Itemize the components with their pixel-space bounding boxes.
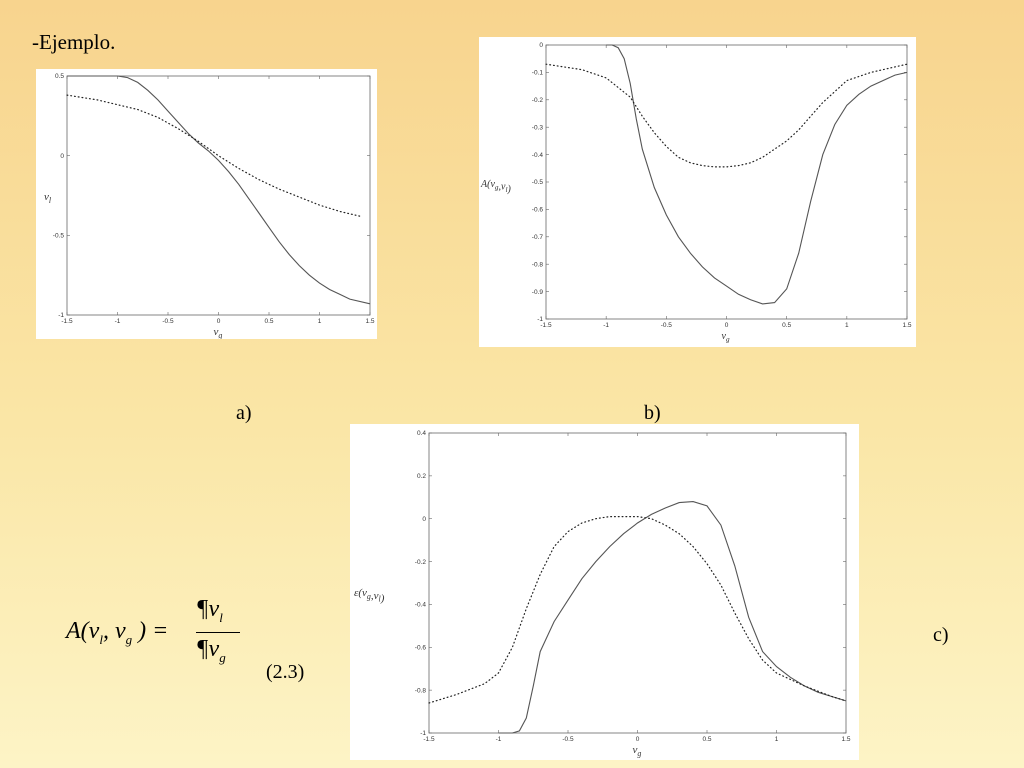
chart-panel-b: -1.5 -1 -0.5 0 0.5 1 1.5 0 -0.1 -0.2 -0.3 -0.4 -0.5-… [479, 37, 916, 347]
series-dotted-line [545, 63, 908, 168]
y-tick-label: 0 [539, 42, 543, 49]
y-tick-label: -0.2 [532, 97, 544, 104]
y-tick-label: -1 [420, 730, 426, 737]
chart-panel-c: -1.5 -1 -0.5 0 0.5 1 1.5 0.4 0.2 0 -0.2 -0.4 -0.6 -0.… [350, 424, 859, 760]
x-tick-label: 1.5 [841, 736, 850, 743]
y-tick-label: 0.4 [417, 430, 426, 437]
formula-2-3: A(vl, vg ) = ¶vl ¶vg [66, 596, 266, 686]
x-tick-label: 1.5 [902, 322, 911, 329]
series-solid-line [67, 75, 371, 305]
plot-frame [66, 75, 371, 316]
series-dotted-line [428, 515, 847, 704]
x-tick-label: -0.5 [661, 322, 673, 329]
y-tick-label: -0.3 [532, 124, 544, 131]
y-tick-label: -0.4 [532, 152, 544, 159]
chart-b: -1.5 -1 -0.5 0 0.5 1 1.50-0.1-0.2-0.3-0.4-0.5-… [480, 42, 912, 344]
series-solid-line [606, 44, 908, 305]
panel-label-a: a) [236, 402, 252, 424]
series-solid-line [498, 501, 847, 734]
x-tick-label: 0 [636, 736, 640, 743]
formula-denominator: ¶vg [196, 636, 226, 665]
formula-lhs: A(vl, vg ) = [66, 618, 169, 647]
equation-number: (2.3) [266, 661, 305, 683]
formula-numerator: ¶vl [196, 596, 223, 625]
y-tick-label: -0.6 [415, 644, 427, 651]
x-tick-label: 1 [318, 318, 322, 325]
x-tick-label: -0.5 [162, 318, 174, 325]
x-axis-label: vg [633, 744, 642, 758]
fraction-bar [196, 632, 240, 633]
x-tick-label: 1.5 [365, 318, 374, 325]
x-tick-label: 0.5 [702, 736, 711, 743]
x-tick-label: -1.5 [61, 318, 73, 325]
chart-c: -1.5 -1 -0.5 0 0.5 1 1.50.40.20-0.2-0.4-0.6-0.… [354, 430, 851, 758]
plot-frame [428, 432, 847, 734]
slide-title: -Ejemplo. [32, 30, 116, 54]
y-tick-label: -0.6 [532, 207, 544, 214]
x-axis-label: vg [214, 326, 223, 339]
y-axis-label: A(vg,vl) [480, 179, 511, 195]
y-axis-label: vl [44, 191, 52, 205]
x-tick-label: 0.5 [264, 318, 273, 325]
y-tick-label: 0 [422, 516, 426, 523]
x-tick-label: -0.5 [562, 736, 574, 743]
x-tick-label: 0.5 [782, 322, 791, 329]
y-tick-label: 0 [60, 153, 64, 160]
plot-frame [545, 44, 908, 320]
y-tick-label: -0.4 [415, 602, 427, 609]
x-tick-label: 1 [845, 322, 849, 329]
panel-label-b: b) [644, 402, 661, 424]
y-tick-label: -0.8 [415, 687, 427, 694]
x-tick-label: -1 [603, 322, 609, 329]
x-tick-label: -1.5 [423, 736, 435, 743]
x-tick-label: 0 [725, 322, 729, 329]
x-tick-label: -1 [496, 736, 502, 743]
x-tick-label: 0 [217, 318, 221, 325]
y-tick-label: 0.2 [417, 473, 426, 480]
y-tick-label: -1 [58, 312, 64, 319]
x-tick-label: -1 [115, 318, 121, 325]
y-tick-label: -0.5 [532, 179, 544, 186]
y-tick-label: -0.1 [532, 70, 544, 77]
panel-label-c: c) [933, 624, 949, 646]
y-tick-label: -0.2 [415, 559, 427, 566]
y-tick-label: -0.8 [532, 261, 544, 268]
x-tick-label: -1.5 [540, 322, 552, 329]
y-tick-label: 0.5 [55, 73, 64, 80]
x-tick-label: 1 [775, 736, 779, 743]
chart-panel-a: -1.5 -1 -0.5 0 0.5 1 1.5 0.5 0 -0.5 -1 vg vl [36, 69, 377, 339]
y-tick-label: -0.5 [53, 233, 65, 240]
y-tick-label: -0.7 [532, 234, 544, 241]
x-axis-label: vg [722, 331, 730, 344]
series-dotted-line [66, 94, 361, 217]
y-tick-label: -0.9 [532, 289, 544, 296]
y-axis-label: ε(vg,vl) [354, 587, 385, 605]
y-tick-label: -1 [537, 316, 543, 323]
